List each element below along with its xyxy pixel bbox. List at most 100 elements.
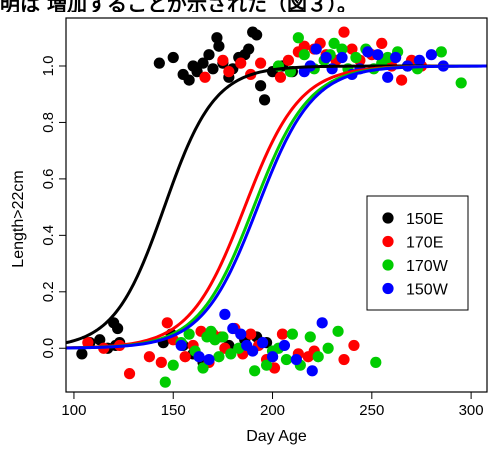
- data-point-170e: [276, 328, 289, 340]
- y-tick-label: 0.8: [40, 112, 57, 133]
- data-point-150w: [425, 49, 437, 61]
- axis-labels: Day Age Length>22cm: [10, 170, 307, 445]
- data-point-170e: [282, 54, 295, 66]
- page-caption: 明は 増加することが示された（図３）。: [0, 0, 357, 12]
- legend-marker-170e: [382, 235, 394, 248]
- data-point-170e: [274, 71, 287, 83]
- data-point-170w: [350, 51, 362, 64]
- data-point-150e: [94, 334, 106, 346]
- data-point-150e: [153, 57, 165, 69]
- data-point-170w: [197, 362, 209, 374]
- data-point-150e: [255, 80, 267, 92]
- data-point-170w: [370, 356, 382, 368]
- data-point-150w: [382, 71, 394, 83]
- data-point-170e: [298, 40, 310, 52]
- data-point-170e: [396, 74, 408, 86]
- data-point-170e: [217, 54, 229, 66]
- data-point-150w: [413, 54, 426, 66]
- data-point-150e: [211, 32, 223, 44]
- data-point-170e: [235, 57, 247, 69]
- data-point-150e: [203, 49, 215, 61]
- fitted-curves: [66, 64, 487, 350]
- data-point-170w: [205, 325, 217, 337]
- data-point-170e: [199, 71, 211, 83]
- data-point-150w: [266, 351, 279, 363]
- data-point-170w: [322, 342, 334, 354]
- data-point-170e: [255, 57, 267, 69]
- data-point-150w: [193, 351, 205, 363]
- data-point-150e: [167, 51, 179, 64]
- data-point-170w: [249, 365, 261, 377]
- data-point-150e: [112, 322, 124, 335]
- data-point-170w: [183, 328, 195, 340]
- data-point-150e: [191, 66, 203, 78]
- data-point-150e: [243, 43, 255, 55]
- y-axis-label: Length>22cm: [10, 170, 27, 267]
- data-point-170e: [346, 43, 358, 55]
- data-point-170w: [292, 32, 304, 44]
- data-point-150e: [258, 94, 271, 106]
- data-point-150w: [372, 49, 384, 61]
- data-point-150w: [390, 51, 402, 64]
- data-point-170w: [336, 43, 348, 55]
- data-point-170w: [298, 49, 310, 61]
- legend-marker-150w: [382, 282, 394, 295]
- data-point-170e: [161, 317, 173, 329]
- x-tick-label: 300: [459, 402, 484, 419]
- y-tick-label: 0.0: [40, 338, 57, 359]
- data-point-150w: [227, 322, 239, 335]
- y-tick-label: 0.4: [40, 225, 57, 246]
- data-point-170w: [455, 77, 467, 89]
- data-point-170w: [217, 331, 229, 343]
- legend-label-170w: 170W: [406, 258, 449, 275]
- data-point-170w: [328, 37, 340, 50]
- data-point-170w: [312, 351, 324, 363]
- data-point-170e: [123, 368, 136, 380]
- data-point-150w: [306, 365, 318, 377]
- data-point-170w: [332, 325, 344, 337]
- legend-label-150w: 150W: [406, 282, 449, 299]
- data-point-170e: [348, 339, 360, 352]
- data-point-170e: [245, 328, 257, 340]
- y-tick-label: 1.0: [40, 56, 57, 77]
- data-point-170e: [223, 66, 235, 78]
- data-point-150w: [203, 353, 215, 366]
- data-point-150w: [362, 46, 374, 58]
- data-point-170w: [213, 351, 225, 363]
- x-tick-label: 250: [359, 402, 384, 419]
- data-point-150w: [336, 51, 348, 64]
- x-tick-label: 100: [61, 402, 86, 419]
- data-point-150w: [256, 337, 269, 349]
- data-point-150e: [197, 57, 209, 69]
- data-point-170e: [179, 351, 191, 363]
- data-point-150e: [207, 63, 219, 75]
- data-point-170w: [382, 51, 394, 64]
- legend-marker-150e: [382, 212, 394, 224]
- data-point-170w: [435, 46, 447, 58]
- y-tick-label: 0.2: [40, 281, 57, 302]
- data-point-150w: [320, 51, 332, 64]
- legend: 150E 170E 170W 150W: [366, 195, 469, 311]
- legend-marker-170w: [382, 259, 394, 271]
- data-point-150e: [251, 29, 263, 41]
- legend-label-170e: 170E: [406, 235, 443, 252]
- fit-curve-150w: [66, 64, 487, 350]
- x-tick-label: 150: [161, 402, 186, 419]
- data-point-170e: [376, 37, 388, 50]
- y-tick-label: 0.6: [40, 168, 57, 189]
- data-point-150w: [175, 339, 187, 352]
- data-point-170e: [338, 353, 350, 366]
- tick-marks: 100 150 200 250 300 0.0 0.2 0.4 0.6 0.8 1.0: [40, 56, 484, 419]
- x-axis-label: Day Age: [246, 428, 307, 445]
- data-point-170w: [304, 331, 316, 343]
- data-point-170w: [167, 359, 179, 371]
- data-point-170w: [280, 353, 293, 366]
- data-point-150e: [76, 348, 88, 360]
- data-point-170e: [143, 351, 156, 363]
- data-point-150w: [219, 308, 231, 320]
- data-point-170e: [338, 26, 350, 38]
- data-point-150w: [290, 353, 302, 366]
- data-point-170w: [260, 359, 273, 371]
